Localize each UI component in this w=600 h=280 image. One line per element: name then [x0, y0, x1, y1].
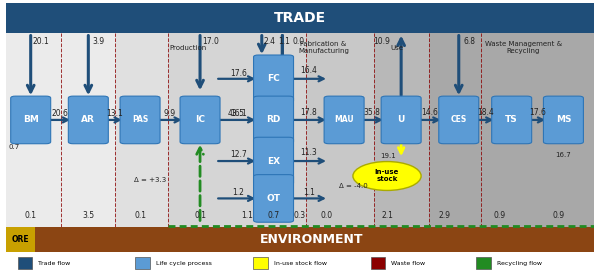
Text: 17.0: 17.0	[202, 37, 219, 46]
Text: FC: FC	[267, 74, 280, 83]
Bar	[18, 257, 32, 269]
Text: 16.4: 16.4	[301, 66, 317, 74]
Text: 11.3: 11.3	[301, 148, 317, 157]
Text: 0.7: 0.7	[8, 144, 20, 150]
Bar	[35, 227, 594, 252]
Bar	[430, 33, 594, 227]
Bar	[6, 227, 35, 252]
Text: AR: AR	[82, 115, 95, 124]
Text: 20.1: 20.1	[33, 37, 50, 46]
Text: 3.5: 3.5	[82, 211, 94, 220]
Text: EX: EX	[267, 157, 280, 165]
Circle shape	[353, 162, 421, 190]
Text: 16.7: 16.7	[556, 152, 571, 158]
Text: 13.1: 13.1	[106, 109, 123, 118]
Text: Δ = +3.3: Δ = +3.3	[134, 177, 166, 183]
Text: ENVIRONMENT: ENVIRONMENT	[260, 233, 364, 246]
Text: 0.1: 0.1	[194, 211, 206, 220]
FancyBboxPatch shape	[491, 96, 532, 144]
Bar	[6, 33, 115, 227]
FancyBboxPatch shape	[120, 96, 160, 144]
Bar	[476, 257, 491, 269]
Text: 1.1: 1.1	[303, 188, 315, 197]
Text: 0.1: 0.1	[134, 211, 146, 220]
Text: 2.1: 2.1	[381, 211, 393, 220]
FancyBboxPatch shape	[544, 96, 583, 144]
Text: Use: Use	[391, 45, 404, 51]
Text: 0.9: 0.9	[494, 211, 506, 220]
Text: 0.9: 0.9	[553, 211, 565, 220]
Text: 10.9: 10.9	[373, 37, 389, 46]
FancyBboxPatch shape	[324, 96, 364, 144]
Text: RD: RD	[266, 115, 281, 124]
FancyBboxPatch shape	[180, 96, 220, 144]
Text: 0.7: 0.7	[268, 211, 280, 220]
Bar	[371, 257, 385, 269]
Text: 17.6: 17.6	[230, 69, 247, 78]
FancyBboxPatch shape	[439, 96, 479, 144]
Bar	[306, 33, 373, 227]
Text: 43.5: 43.5	[228, 109, 245, 118]
Text: In-use
stock: In-use stock	[375, 169, 399, 183]
Text: In-use stock flow: In-use stock flow	[274, 261, 326, 266]
Bar	[115, 33, 168, 227]
FancyBboxPatch shape	[254, 175, 293, 222]
Bar	[253, 257, 268, 269]
FancyBboxPatch shape	[68, 96, 109, 144]
Text: 35.8: 35.8	[363, 108, 380, 117]
Bar	[373, 33, 430, 227]
Text: 3.9: 3.9	[93, 37, 105, 46]
Text: OT: OT	[266, 194, 281, 203]
Text: Waste flow: Waste flow	[391, 261, 425, 266]
FancyBboxPatch shape	[254, 96, 293, 144]
Text: PAS: PAS	[132, 115, 148, 124]
FancyBboxPatch shape	[254, 55, 293, 102]
Text: 0.0: 0.0	[293, 37, 305, 46]
Text: 2.4: 2.4	[263, 37, 275, 46]
Text: 1.2: 1.2	[232, 188, 244, 197]
Text: MS: MS	[556, 115, 571, 124]
Text: 6.8: 6.8	[463, 37, 475, 46]
Text: 18.4: 18.4	[477, 108, 494, 117]
Text: Δ = -4.0: Δ = -4.0	[338, 183, 367, 189]
Text: TRADE: TRADE	[274, 11, 326, 25]
Text: 1.1: 1.1	[241, 211, 253, 220]
Text: 9.9: 9.9	[163, 109, 176, 118]
Text: 20.6: 20.6	[51, 109, 68, 118]
Text: 0.3: 0.3	[294, 211, 306, 220]
Text: 19.1: 19.1	[380, 153, 396, 159]
Text: TS: TS	[505, 115, 518, 124]
FancyBboxPatch shape	[254, 137, 293, 185]
Text: U: U	[397, 115, 405, 124]
Text: IC: IC	[195, 115, 205, 124]
Text: 1.1: 1.1	[278, 37, 290, 46]
FancyBboxPatch shape	[11, 96, 50, 144]
Text: 2.9: 2.9	[438, 211, 450, 220]
Text: 0.1: 0.1	[25, 211, 37, 220]
Text: Recycling flow: Recycling flow	[497, 261, 542, 266]
Text: 17.8: 17.8	[301, 108, 317, 117]
Text: Trade flow: Trade flow	[38, 261, 71, 266]
Text: 16.1: 16.1	[230, 109, 247, 118]
Text: 0.0: 0.0	[320, 211, 332, 220]
Text: 17.6: 17.6	[530, 108, 547, 117]
Text: Waste Management &
Recycling: Waste Management & Recycling	[485, 41, 562, 54]
Text: MAU: MAU	[334, 115, 354, 124]
Bar	[6, 3, 594, 33]
Bar	[136, 257, 150, 269]
Text: CES: CES	[451, 115, 467, 124]
Text: Production: Production	[170, 45, 207, 51]
Text: Life cycle process: Life cycle process	[156, 261, 212, 266]
FancyBboxPatch shape	[381, 96, 421, 144]
Bar	[168, 33, 306, 227]
Text: 14.6: 14.6	[421, 108, 438, 117]
Text: Fabrication &
Manufacturing: Fabrication & Manufacturing	[298, 41, 349, 54]
Text: ORE: ORE	[12, 235, 29, 244]
Text: 12.7: 12.7	[230, 150, 247, 159]
Text: BM: BM	[23, 115, 38, 124]
